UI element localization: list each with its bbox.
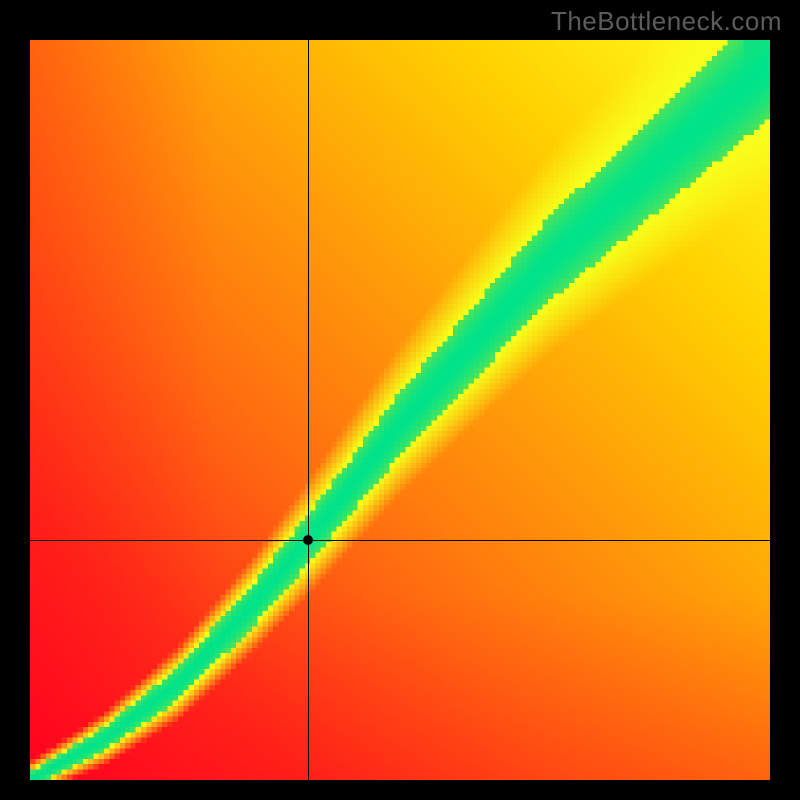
bottleneck-heatmap [30,40,770,780]
watermark-text: TheBottleneck.com [551,6,782,37]
crosshair-dot [303,535,313,545]
chart-frame: TheBottleneck.com [0,0,800,800]
crosshair-horizontal [30,540,770,541]
crosshair-vertical [308,40,309,780]
